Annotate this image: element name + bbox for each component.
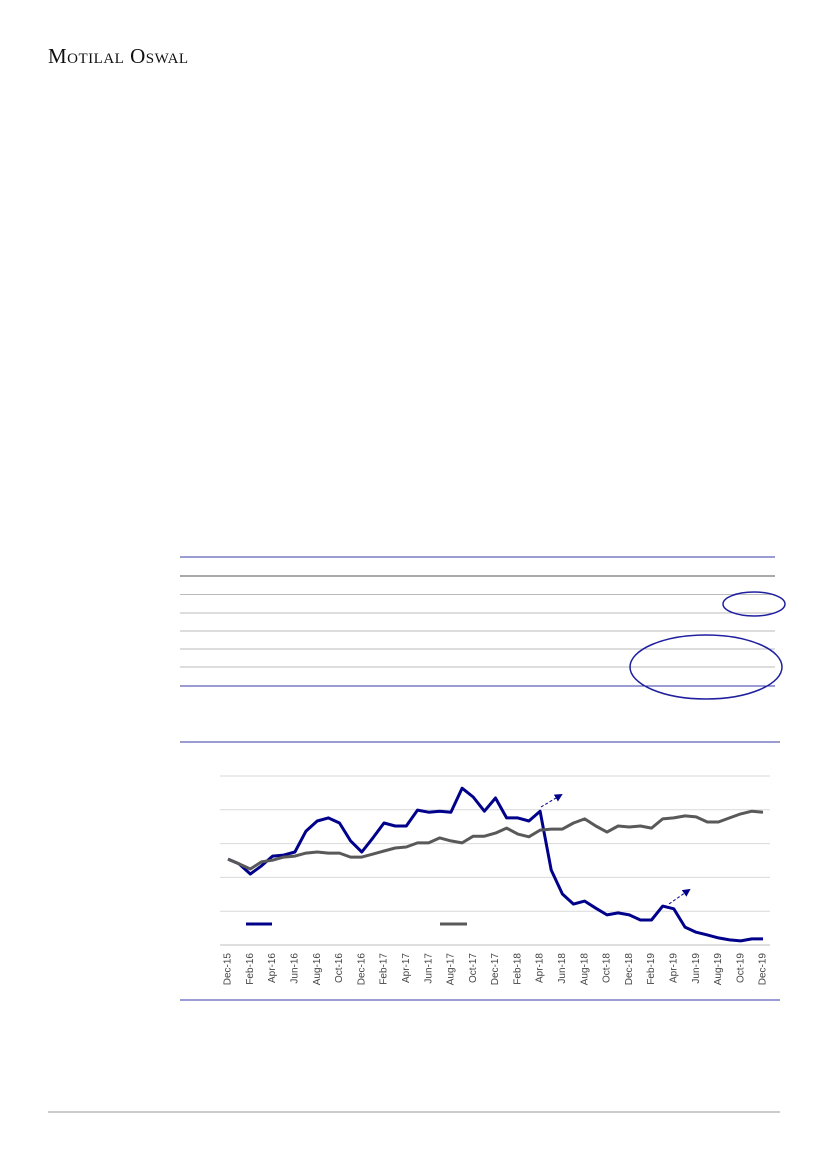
x-tick-label: Apr-16 <box>267 953 278 983</box>
x-tick-label: Aug-19 <box>713 953 724 986</box>
x-tick-label: Jun-16 <box>290 953 301 984</box>
x-tick-label: Dec-17 <box>490 953 501 986</box>
x-tick-label: Dec-18 <box>624 953 635 986</box>
x-tick-label: Feb-16 <box>245 953 256 985</box>
x-tick-label: Dec-16 <box>356 953 367 986</box>
x-tick-label: Aug-18 <box>579 953 590 986</box>
chart: Dec-15 Feb-16 Apr-16 Jun-16 Aug-16 Oct-16 Dec-… <box>220 775 770 986</box>
table <box>180 556 786 700</box>
x-tick-label: Aug-16 <box>312 953 323 986</box>
x-tick-label: Feb-19 <box>646 953 657 985</box>
highlight-ellipse <box>722 591 786 617</box>
x-tick-label: Feb-18 <box>512 953 523 985</box>
arrow <box>540 793 563 808</box>
x-tick-label: Oct-17 <box>468 953 479 983</box>
arrow <box>668 888 691 905</box>
logo: Motilal Oswal <box>48 44 189 68</box>
x-tick-label: Apr-17 <box>401 953 412 983</box>
x-tick-label: Oct-16 <box>334 953 345 983</box>
x-tick-label: Feb-17 <box>379 953 390 985</box>
x-tick-label: Dec-15 <box>223 953 234 986</box>
x-tick-label: Dec-19 <box>758 953 769 986</box>
x-tick-label: Oct-19 <box>735 953 746 983</box>
x-tick-label: Jun-19 <box>691 953 702 984</box>
highlight-ellipse <box>629 634 783 700</box>
x-tick-label: Jun-18 <box>557 953 568 984</box>
series-line <box>227 809 764 871</box>
x-tick-label: Aug-17 <box>446 953 457 986</box>
series-line <box>227 786 763 943</box>
x-tick-label: Jun-17 <box>423 953 434 984</box>
x-tick-label: Apr-18 <box>535 953 546 983</box>
x-tick-label: Apr-19 <box>668 953 679 983</box>
x-tick-label: Oct-18 <box>602 953 613 983</box>
